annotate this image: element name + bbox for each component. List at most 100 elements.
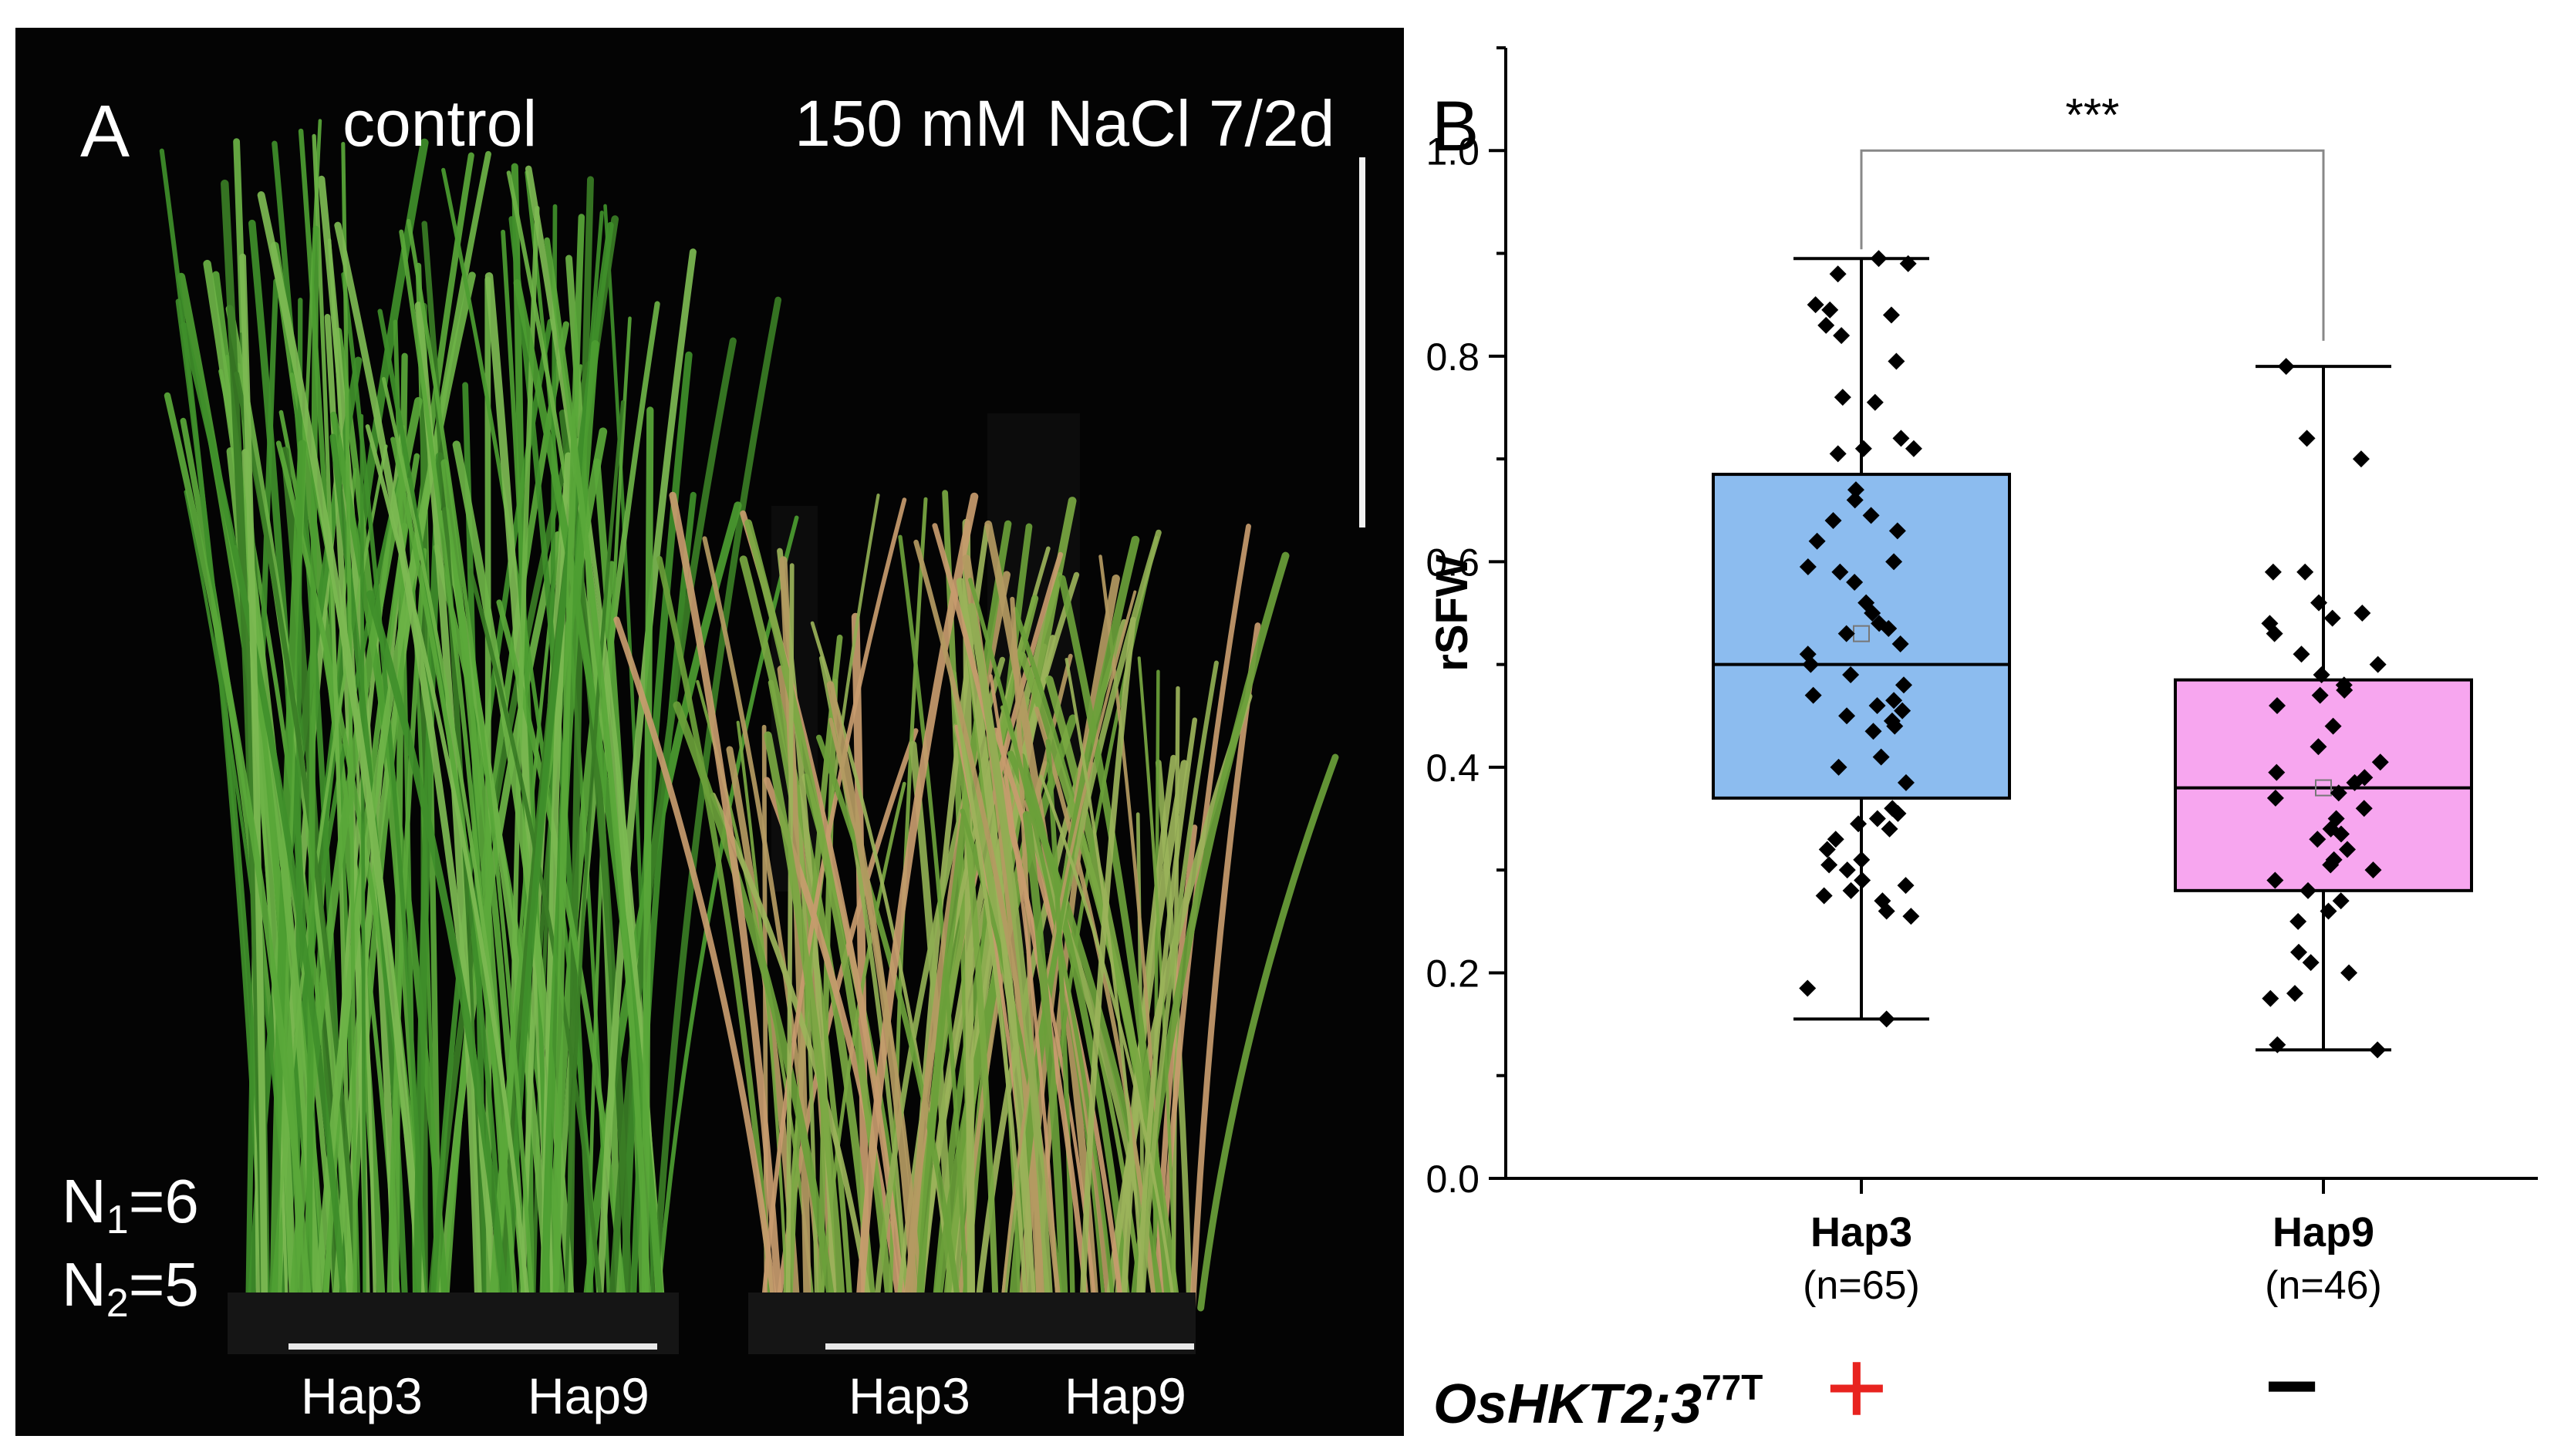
hap3-data-point [1885, 553, 1903, 571]
y-tick-label: 0.6 [1426, 541, 1480, 584]
panel-a-photo: A control 150 mM NaCl 7/2d N1=6 N2=5 Hap… [15, 28, 1404, 1436]
hap3-box [1712, 473, 2011, 800]
hap9-data-point [2302, 954, 2320, 972]
hap9-data-point [2313, 666, 2330, 683]
hap9-data-point [2300, 881, 2317, 899]
hap9-data-point [2266, 625, 2283, 642]
hap3-data-point [1808, 532, 1826, 550]
hap3-data-point [1838, 861, 1856, 879]
hap9-data-point [2330, 784, 2347, 802]
hap3-data-point [1820, 856, 1838, 874]
salt-hap3-label: Hap3 [849, 1367, 970, 1424]
hap9-data-point [2336, 681, 2353, 699]
hap9-data-point [2269, 1036, 2286, 1053]
hap9-data-point [2340, 964, 2358, 982]
hap3-data-point [1888, 522, 1906, 540]
hap3-data-point [1834, 389, 1851, 406]
hap3-group-label: Hap3 [1810, 1209, 1912, 1255]
hap3-data-point [1888, 352, 1905, 370]
hap9-data-point [2332, 825, 2350, 843]
hap9-data-point [2266, 871, 2284, 889]
hap3-data-point [1878, 902, 1895, 920]
hap3-data-point [1870, 250, 1888, 268]
hap3-data-point [1829, 265, 1847, 283]
hap3-data-point [1872, 748, 1890, 766]
hap3-data-point [1833, 327, 1851, 345]
significance-bracket [1860, 149, 2325, 341]
y-tick-label: 0.0 [1426, 1158, 1480, 1201]
hap3-data-point [1804, 686, 1822, 704]
hap9-data-point [2369, 656, 2387, 673]
hap9-data-point [2353, 605, 2371, 622]
hap9-data-point [2268, 763, 2286, 781]
hap3-data-point [1831, 563, 1849, 581]
salt-hap9-label: Hap9 [1065, 1367, 1186, 1424]
salt-condition-label: 150 mM NaCl 7/2d [795, 87, 1335, 160]
hap9-data-point [2269, 696, 2286, 714]
hap9-data-point [2309, 831, 2326, 848]
hap9-data-point [2371, 753, 2389, 771]
hap3-data-point [1838, 707, 1856, 725]
hap3-data-point [1885, 692, 1903, 709]
hap9-data-point [2323, 609, 2341, 627]
control-hap3-label: Hap3 [301, 1367, 423, 1424]
hap9-data-point [2325, 851, 2343, 868]
significance-label: *** [2065, 89, 2119, 140]
hap3-data-point [1878, 1010, 1895, 1028]
hap9-box [2174, 678, 2473, 892]
hap9-data-point [2369, 1041, 2387, 1059]
hap3-data-point [1837, 625, 1855, 642]
rsfw-boxplot: 0.0 0.2 0.4 0.6 0.8 1.0 rSFW Hap3 (n=65) Hap9 (n=4… [1426, 46, 2538, 1308]
hap3-n-label: (n=65) [1803, 1263, 1920, 1308]
hap3-data-point [1799, 979, 1817, 997]
control-hap9-label: Hap9 [528, 1367, 650, 1424]
hap9-allele-marker: − [2265, 1334, 2320, 1437]
hap3-data-point [1853, 851, 1871, 868]
hap3-data-point [1894, 702, 1911, 720]
hap3-data-point [1829, 445, 1847, 463]
hap3-data-point [1899, 254, 1917, 272]
hap3-hap9-salt-underline [825, 1343, 1194, 1350]
hap3-data-point [1862, 507, 1880, 524]
hap9-data-point [2320, 902, 2337, 920]
hap3-data-point [1866, 393, 1884, 411]
hap9-data-point [2364, 861, 2382, 879]
hap9-data-point [2346, 774, 2364, 791]
hap9-data-point [2355, 800, 2373, 817]
hap3-data-point [1842, 666, 1860, 683]
hap3-data-point [1868, 810, 1886, 827]
hap3-data-point [1821, 301, 1839, 318]
hap9-data-point [2324, 717, 2342, 735]
hap9-group-label: Hap9 [2273, 1209, 2374, 1255]
hap3-data-point [1882, 306, 1900, 324]
hap9-data-point [2290, 943, 2308, 961]
hap9-data-point [2293, 645, 2310, 663]
genotype-label: OsHKT2;377T [1433, 1367, 1763, 1435]
hap3-data-point [1817, 316, 1835, 334]
hap3-data-point [1846, 491, 1864, 509]
y-tick-label: 0.2 [1426, 952, 1480, 995]
control-condition-label: control [342, 87, 538, 160]
hap3-data-point [1847, 481, 1864, 499]
scale-bar [1359, 157, 1365, 527]
y-tick-label: 0.8 [1426, 335, 1480, 379]
n2-count-label: N2=5 [62, 1250, 199, 1326]
hap3-data-point [1891, 635, 1909, 652]
panel-b-label: B [1432, 87, 1480, 166]
hap3-data-point [1818, 841, 1836, 858]
hap9-data-point [2264, 563, 2282, 581]
panel-a-label: A [80, 90, 130, 173]
hap3-hap9-control-underline [288, 1343, 657, 1350]
hap9-data-point [2310, 738, 2327, 756]
hap3-data-point [1886, 717, 1904, 735]
hap3-data-point [1815, 887, 1833, 905]
hap3-data-point [1854, 440, 1872, 457]
hap3-data-point [1842, 881, 1860, 899]
hap9-data-point [2352, 450, 2370, 468]
hap3-data-point [1902, 908, 1920, 925]
hap3-data-point [1897, 877, 1915, 895]
hap3-data-point [1846, 574, 1864, 592]
hap3-data-point [1892, 430, 1910, 447]
hap3-data-point [1897, 774, 1915, 791]
hap3-allele-marker: + [1825, 1326, 1888, 1448]
